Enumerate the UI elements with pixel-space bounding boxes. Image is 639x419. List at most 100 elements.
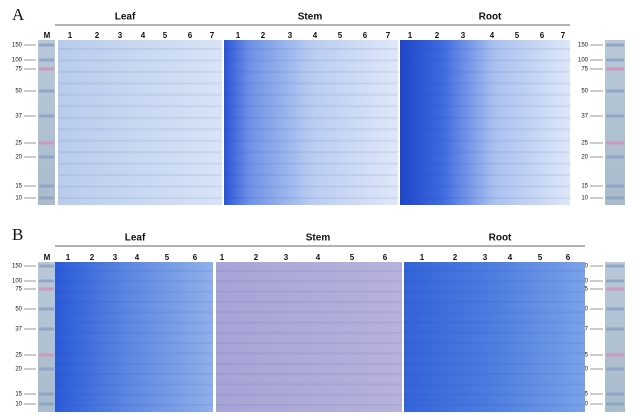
protein-band: [224, 105, 398, 108]
tissue-label: Leaf: [125, 233, 146, 244]
protein-band: [58, 48, 222, 50]
marker-band: [39, 367, 54, 371]
marker-band: [39, 43, 54, 47]
marker-label: M: [44, 253, 51, 262]
protein-band: [55, 331, 213, 334]
protein-band: [400, 48, 570, 50]
protein-band: [224, 48, 398, 50]
marker-band: [39, 353, 54, 357]
lane-label: 2: [90, 253, 95, 262]
protein-band: [400, 185, 570, 188]
size-label: 50: [15, 89, 22, 95]
protein-band: [58, 116, 222, 119]
protein-band: [55, 383, 213, 386]
lane-label: 1: [66, 253, 71, 262]
protein-band: [404, 352, 585, 355]
lane-label: 7: [210, 31, 215, 40]
size-label: 100: [578, 58, 589, 64]
panel-label: B: [12, 225, 23, 244]
protein-band: [224, 70, 398, 73]
lane-label: 2: [261, 31, 266, 40]
protein-band: [58, 162, 222, 165]
protein-band: [58, 185, 222, 188]
size-label: 25: [15, 353, 22, 359]
protein-band: [55, 270, 213, 272]
protein-band: [55, 311, 213, 314]
size-label: 150: [12, 43, 23, 49]
marker-strip: [605, 40, 625, 205]
size-label: 150: [12, 264, 23, 270]
protein-band: [216, 331, 402, 334]
protein-band: [58, 105, 222, 108]
marker-band: [39, 307, 54, 311]
protein-band: [216, 393, 402, 396]
lane-label: 1: [420, 253, 425, 262]
lane-label: 3: [113, 253, 118, 262]
lane-label: 2: [95, 31, 100, 40]
size-label: 10: [581, 196, 588, 202]
protein-band: [400, 70, 570, 73]
marker-band: [606, 307, 624, 311]
protein-band: [55, 362, 213, 365]
protein-band: [55, 404, 213, 406]
protein-band: [55, 393, 213, 396]
lane-label: 3: [288, 31, 293, 40]
lane-label: 6: [188, 31, 193, 40]
size-label: 25: [15, 141, 22, 147]
protein-band: [216, 280, 402, 283]
protein-band: [400, 82, 570, 85]
protein-band: [216, 300, 402, 303]
protein-band: [400, 139, 570, 142]
marker-band: [39, 279, 54, 283]
protein-band: [404, 321, 585, 324]
protein-band: [58, 197, 222, 199]
size-label: 37: [15, 327, 22, 333]
tissue-label: Leaf: [115, 12, 136, 23]
lane-label: 6: [540, 31, 545, 40]
size-label: 50: [581, 89, 588, 95]
protein-band: [224, 128, 398, 131]
size-label: 15: [581, 184, 588, 190]
size-label: 10: [15, 402, 22, 408]
lane-label: 6: [363, 31, 368, 40]
protein-band: [58, 139, 222, 142]
protein-band: [404, 331, 585, 334]
lane-label: 2: [453, 253, 458, 262]
protein-band: [58, 128, 222, 131]
protein-band: [216, 321, 402, 324]
lane-label: 4: [135, 253, 140, 262]
protein-band: [404, 280, 585, 283]
protein-band: [216, 270, 402, 272]
lane-label: 5: [163, 31, 168, 40]
marker-band: [39, 184, 54, 188]
lane-label: 6: [193, 253, 198, 262]
lane-label: 4: [508, 253, 513, 262]
protein-band: [55, 352, 213, 355]
protein-band: [58, 93, 222, 96]
lane-label: 1: [408, 31, 413, 40]
protein-band: [55, 321, 213, 324]
marker-strip: [605, 262, 625, 412]
marker-band: [606, 367, 624, 371]
protein-band: [404, 290, 585, 293]
marker-band: [39, 264, 54, 268]
lane-label: 4: [141, 31, 146, 40]
protein-band: [55, 300, 213, 303]
protein-band: [58, 70, 222, 73]
protein-band: [224, 174, 398, 177]
protein-band: [216, 352, 402, 355]
protein-band: [58, 151, 222, 154]
protein-band: [216, 404, 402, 406]
protein-band: [400, 116, 570, 119]
lane-label: 4: [316, 253, 321, 262]
marker-band: [39, 58, 54, 62]
protein-band: [404, 270, 585, 272]
protein-band: [404, 373, 585, 376]
gel: [224, 40, 398, 205]
marker-band: [39, 141, 54, 145]
size-label: 50: [15, 307, 22, 313]
marker-band: [606, 43, 624, 47]
protein-band: [224, 197, 398, 199]
size-label: 10: [15, 196, 22, 202]
marker-band: [39, 402, 54, 406]
